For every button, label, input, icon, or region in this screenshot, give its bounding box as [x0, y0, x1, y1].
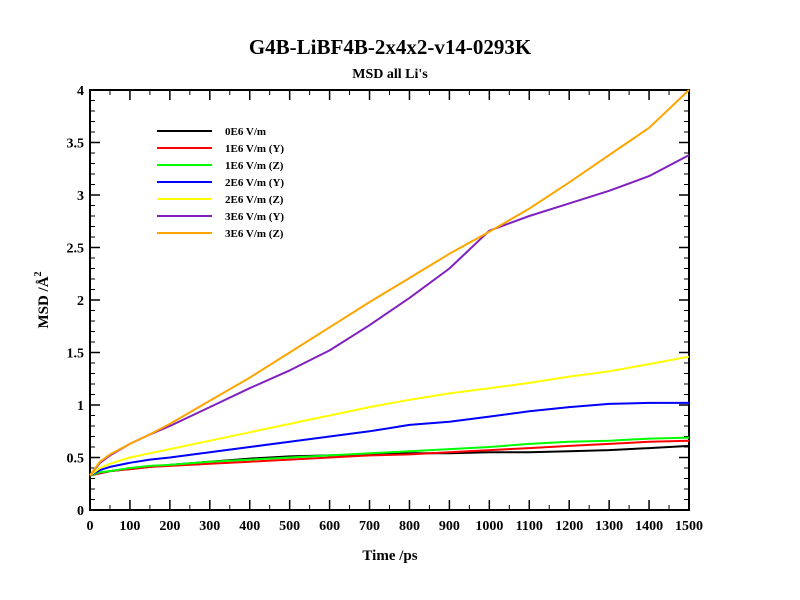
legend-entry-label: 3E6 V/m (Y) [225, 211, 284, 223]
legend: 0E6 V/m 1E6 V/m (Y) 1E6 V/m (Z) 2E6 V/m (Y)… [157, 126, 284, 240]
x-tick-label: 1200 [555, 519, 583, 534]
legend-entry-label: 1E6 V/m (Z) [225, 160, 284, 172]
x-tick-label: 1300 [595, 519, 623, 534]
x-tick-label: 1400 [635, 519, 663, 534]
series-line-4 [89, 355, 690, 477]
series-line-1 [89, 439, 690, 477]
y-tick-label: 3.5 [67, 137, 85, 152]
y-axis-label-main: MSD / [36, 286, 52, 328]
y-tick-label: 0.5 [67, 452, 85, 467]
legend-entry-label: 2E6 V/m (Y) [225, 177, 284, 189]
legend-entry-label: 3E6 V/m (Z) [225, 228, 284, 240]
x-tick-label: 1500 [675, 519, 703, 534]
y-tick-label: 3 [77, 189, 84, 204]
series-line-0 [89, 444, 690, 477]
legend-entry-label: 2E6 V/m (Z) [225, 194, 284, 206]
y-tick-label: 1.5 [67, 347, 85, 362]
x-tick-label: 600 [319, 519, 340, 534]
x-tick-label: 700 [359, 519, 380, 534]
series-line-2 [89, 436, 690, 477]
x-tick-label: 200 [159, 519, 180, 534]
x-axis-label: Time /ps [362, 548, 417, 564]
series-line-3 [89, 401, 689, 477]
y-tick-label: 1 [77, 399, 84, 414]
x-tick-label: 300 [199, 519, 220, 534]
y-axis-label: MSD /Å2 [33, 271, 52, 328]
chart-subtitle: MSD all Li's [352, 67, 428, 82]
x-tick-label: 1000 [475, 519, 503, 534]
legend-entry-label: 0E6 V/m [225, 126, 266, 138]
legend-entry-label: 1E6 V/m (Y) [225, 143, 284, 155]
y-axis-label-unit: Å [36, 276, 52, 287]
x-tick-label: 900 [439, 519, 460, 534]
y-tick-label: 2 [77, 294, 84, 309]
x-tick-label: 1100 [516, 519, 543, 534]
x-tick-label: 800 [399, 519, 420, 534]
x-tick-label: 500 [279, 519, 300, 534]
axes: 0 100 200 300 400 500 600 700 800 900 1000 1100 1200… [67, 84, 704, 534]
x-tick-label: 400 [239, 519, 260, 534]
series-line-6 [89, 89, 690, 476]
x-tick-label: 0 [87, 519, 94, 534]
y-tick-label: 2.5 [67, 242, 85, 257]
series-layer [89, 89, 690, 477]
y-tick-label: 4 [77, 84, 84, 99]
y-tick-label: 0 [77, 504, 84, 519]
x-tick-label: 100 [119, 519, 140, 534]
y-axis-label-exponent: 2 [33, 271, 44, 276]
chart-title: G4B-LiBF4B-2x4x2-v14-0293K [249, 35, 532, 59]
